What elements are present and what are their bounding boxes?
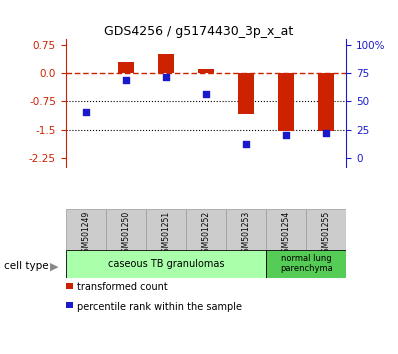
Point (243, 141, 249, 147)
Bar (278, 73, 294, 131)
FancyBboxPatch shape (66, 250, 266, 278)
Text: transformed count: transformed count (77, 282, 168, 292)
Text: ▶: ▶ (49, 261, 58, 271)
Text: cell type: cell type (4, 261, 49, 271)
Text: GSM501249: GSM501249 (81, 211, 90, 257)
Bar (158, 54, 174, 73)
Point (283, 132, 289, 138)
Bar (118, 62, 134, 73)
Text: GSM501254: GSM501254 (282, 211, 291, 257)
Text: GSM501253: GSM501253 (242, 211, 251, 257)
Text: GSM501250: GSM501250 (121, 211, 130, 257)
Point (203, 91, 209, 97)
Text: GSM501252: GSM501252 (201, 211, 211, 257)
Text: percentile rank within the sample: percentile rank within the sample (77, 302, 242, 312)
FancyBboxPatch shape (66, 209, 106, 250)
FancyBboxPatch shape (266, 209, 306, 250)
Text: GDS4256 / g5174430_3p_x_at: GDS4256 / g5174430_3p_x_at (104, 25, 294, 38)
FancyBboxPatch shape (226, 209, 266, 250)
FancyBboxPatch shape (106, 209, 146, 250)
FancyBboxPatch shape (266, 250, 346, 278)
FancyBboxPatch shape (306, 209, 346, 250)
Point (163, 75, 169, 80)
FancyBboxPatch shape (186, 209, 226, 250)
Bar (318, 73, 334, 131)
Text: normal lung
parenchyma: normal lung parenchyma (280, 254, 333, 273)
Bar (238, 73, 254, 114)
Text: GSM501251: GSM501251 (161, 211, 170, 257)
Point (82, 109, 89, 115)
Bar (198, 69, 214, 73)
Text: caseous TB granulomas: caseous TB granulomas (107, 259, 224, 269)
Point (123, 77, 129, 83)
Point (323, 130, 330, 136)
FancyBboxPatch shape (146, 209, 186, 250)
Text: GSM501255: GSM501255 (322, 211, 331, 257)
